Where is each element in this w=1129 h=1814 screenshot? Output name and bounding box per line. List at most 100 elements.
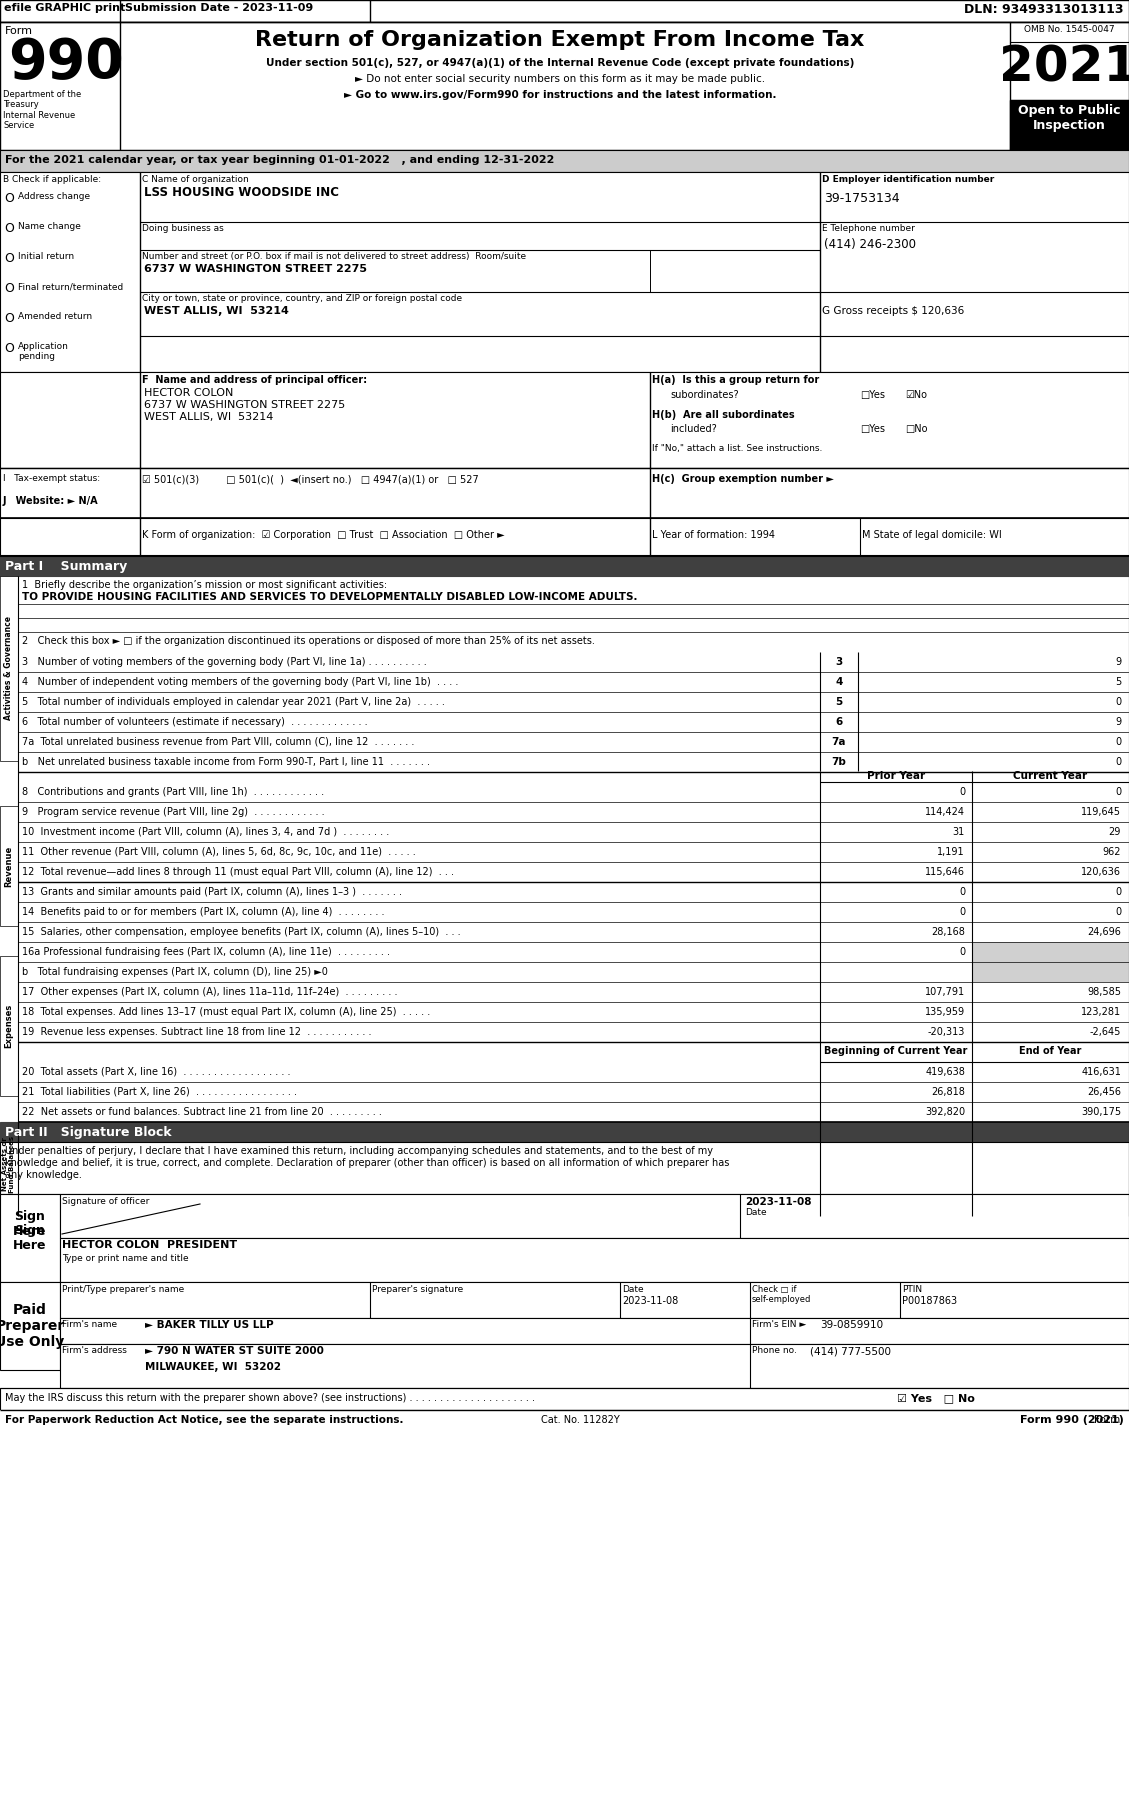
Text: Firm's address: Firm's address: [62, 1346, 126, 1355]
Text: 22  Net assets or fund balances. Subtract line 21 from line 20  . . . . . . . . : 22 Net assets or fund balances. Subtract…: [21, 1107, 382, 1117]
Bar: [0, 1409, 1129, 1435]
Text: 392,820: 392,820: [925, 1107, 965, 1117]
Text: Net Assets or
Fund Balances: Net Assets or Fund Balances: [2, 1136, 16, 1192]
Text: 17  Other expenses (Part IX, column (A), lines 11a–11d, 11f–24e)  . . . . . . . : 17 Other expenses (Part IX, column (A), …: [21, 987, 397, 998]
Text: 13  Grants and similar amounts paid (Part IX, column (A), lines 1–3 )  . . . . .: 13 Grants and similar amounts paid (Part…: [21, 887, 402, 896]
Text: 9   Program service revenue (Part VIII, line 2g)  . . . . . . . . . . . .: 9 Program service revenue (Part VIII, li…: [21, 807, 325, 816]
Bar: [60, 1319, 1129, 1344]
Text: Initial return: Initial return: [18, 252, 75, 261]
Text: ☑ Yes   □ No: ☑ Yes □ No: [898, 1393, 975, 1402]
Text: J   Website: ► N/A: J Website: ► N/A: [3, 495, 98, 506]
Text: Open to Public
Inspection: Open to Public Inspection: [1017, 103, 1120, 132]
Text: Name change: Name change: [18, 221, 81, 230]
Text: Part I    Summary: Part I Summary: [5, 561, 128, 573]
Bar: [0, 956, 18, 1096]
Text: 390,175: 390,175: [1080, 1107, 1121, 1117]
Text: (414) 246-2300: (414) 246-2300: [824, 238, 916, 250]
Text: Under penalties of perjury, I declare that I have examined this return, includin: Under penalties of perjury, I declare th…: [5, 1146, 714, 1156]
Text: 7b: 7b: [832, 756, 847, 767]
Text: 10  Investment income (Part VIII, column (A), lines 3, 4, and 7d )  . . . . . . : 10 Investment income (Part VIII, column …: [21, 827, 390, 836]
Text: Doing business as: Doing business as: [142, 223, 224, 232]
Text: WEST ALLIS, WI  53214: WEST ALLIS, WI 53214: [145, 412, 273, 423]
Text: Return of Organization Exempt From Income Tax: Return of Organization Exempt From Incom…: [255, 31, 865, 51]
Text: 26,456: 26,456: [1087, 1087, 1121, 1097]
Bar: [0, 1143, 1129, 1194]
Bar: [0, 805, 18, 925]
Text: PTIN: PTIN: [902, 1284, 922, 1293]
Text: □ 501(c)(  )  ◄(insert no.)   □ 4947(a)(1) or   □ 527: □ 501(c)( ) ◄(insert no.) □ 4947(a)(1) o…: [220, 473, 479, 484]
Text: 1  Briefly describe the organization’s mission or most significant activities:: 1 Briefly describe the organization’s mi…: [21, 580, 387, 590]
Bar: [972, 941, 1129, 961]
Text: Revenue: Revenue: [5, 845, 14, 887]
Text: Date: Date: [622, 1284, 644, 1293]
Text: 990: 990: [8, 36, 124, 91]
Text: 31: 31: [953, 827, 965, 836]
Bar: [0, 151, 1129, 172]
Text: Department of the
Treasury
Internal Revenue
Service: Department of the Treasury Internal Reve…: [3, 91, 81, 131]
Bar: [0, 0, 1129, 22]
Text: 120,636: 120,636: [1080, 867, 1121, 876]
Text: City or town, state or province, country, and ZIP or foreign postal code: City or town, state or province, country…: [142, 294, 462, 303]
Text: Amended return: Amended return: [18, 312, 93, 321]
Text: F  Name and address of principal officer:: F Name and address of principal officer:: [142, 375, 367, 385]
Text: ☑No: ☑No: [905, 390, 927, 401]
Text: D Employer identification number: D Employer identification number: [822, 174, 995, 183]
Text: Firm's EIN ►: Firm's EIN ►: [752, 1321, 806, 1330]
Text: □No: □No: [905, 424, 928, 434]
Bar: [0, 557, 1129, 577]
Text: 114,424: 114,424: [925, 807, 965, 816]
Text: 0: 0: [1114, 697, 1121, 707]
Text: Cat. No. 11282Y: Cat. No. 11282Y: [541, 1415, 620, 1426]
Bar: [0, 372, 1129, 468]
Text: HECTOR COLON  PRESIDENT: HECTOR COLON PRESIDENT: [62, 1241, 237, 1250]
Bar: [60, 1194, 1129, 1237]
Text: 12  Total revenue—add lines 8 through 11 (must equal Part VIII, column (A), line: 12 Total revenue—add lines 8 through 11 …: [21, 867, 454, 876]
Text: 9: 9: [1114, 717, 1121, 727]
Text: ☑ 501(c)(3): ☑ 501(c)(3): [142, 473, 199, 484]
Bar: [0, 468, 1129, 519]
Text: 0: 0: [959, 887, 965, 896]
Text: O: O: [5, 343, 14, 356]
Text: Sign
Here: Sign Here: [14, 1224, 46, 1252]
Text: For Paperwork Reduction Act Notice, see the separate instructions.: For Paperwork Reduction Act Notice, see …: [5, 1415, 403, 1426]
Text: HECTOR COLON: HECTOR COLON: [145, 388, 234, 397]
Text: Type or print name and title: Type or print name and title: [62, 1253, 189, 1263]
Text: M State of legal domicile: WI: M State of legal domicile: WI: [863, 530, 1001, 541]
Text: Form 990 (2021): Form 990 (2021): [1021, 1415, 1124, 1426]
Text: May the IRS discuss this return with the preparer shown above? (see instructions: May the IRS discuss this return with the…: [5, 1393, 535, 1402]
Text: 119,645: 119,645: [1080, 807, 1121, 816]
Text: If "No," attach a list. See instructions.: If "No," attach a list. See instructions…: [653, 444, 822, 454]
Text: End of Year: End of Year: [1018, 1047, 1082, 1056]
Text: 0: 0: [1114, 787, 1121, 796]
Text: 15  Salaries, other compensation, employee benefits (Part IX, column (A), lines : 15 Salaries, other compensation, employe…: [21, 927, 461, 938]
Text: 39-1753134: 39-1753134: [824, 192, 900, 205]
Text: O: O: [5, 252, 14, 265]
Text: 419,638: 419,638: [925, 1067, 965, 1078]
Text: Final return/terminated: Final return/terminated: [18, 281, 123, 290]
Text: Preparer's signature: Preparer's signature: [371, 1284, 463, 1293]
Text: Current Year: Current Year: [1013, 771, 1087, 782]
Text: 0: 0: [1114, 736, 1121, 747]
Text: Phone no.: Phone no.: [752, 1346, 797, 1355]
Text: Part II   Signature Block: Part II Signature Block: [5, 1126, 172, 1139]
Text: Expenses: Expenses: [5, 1003, 14, 1048]
Text: 0: 0: [959, 907, 965, 918]
Text: 21  Total liabilities (Part X, line 26)  . . . . . . . . . . . . . . . . .: 21 Total liabilities (Part X, line 26) .…: [21, 1087, 297, 1097]
Bar: [0, 1194, 60, 1282]
Text: ► BAKER TILLY US LLP: ► BAKER TILLY US LLP: [145, 1321, 273, 1330]
Text: DLN: 93493313013113: DLN: 93493313013113: [964, 4, 1124, 16]
Text: H(b)  Are all subordinates: H(b) Are all subordinates: [653, 410, 795, 421]
Text: Address change: Address change: [18, 192, 90, 201]
Bar: [0, 577, 18, 762]
Text: 2023-11-08: 2023-11-08: [622, 1295, 679, 1306]
Bar: [0, 519, 1129, 557]
Text: 0: 0: [959, 947, 965, 958]
Text: 18  Total expenses. Add lines 13–17 (must equal Part IX, column (A), line 25)  .: 18 Total expenses. Add lines 13–17 (must…: [21, 1007, 430, 1018]
Text: 26,818: 26,818: [931, 1087, 965, 1097]
Text: 6737 W WASHINGTON STREET 2275: 6737 W WASHINGTON STREET 2275: [145, 265, 367, 274]
Bar: [1010, 100, 1129, 151]
Text: K Form of organization:  ☑ Corporation  □ Trust  □ Association  □ Other ►: K Form of organization: ☑ Corporation □ …: [142, 530, 505, 541]
Text: 115,646: 115,646: [925, 867, 965, 876]
Text: 6737 W WASHINGTON STREET 2275: 6737 W WASHINGTON STREET 2275: [145, 401, 345, 410]
Text: -20,313: -20,313: [928, 1027, 965, 1038]
